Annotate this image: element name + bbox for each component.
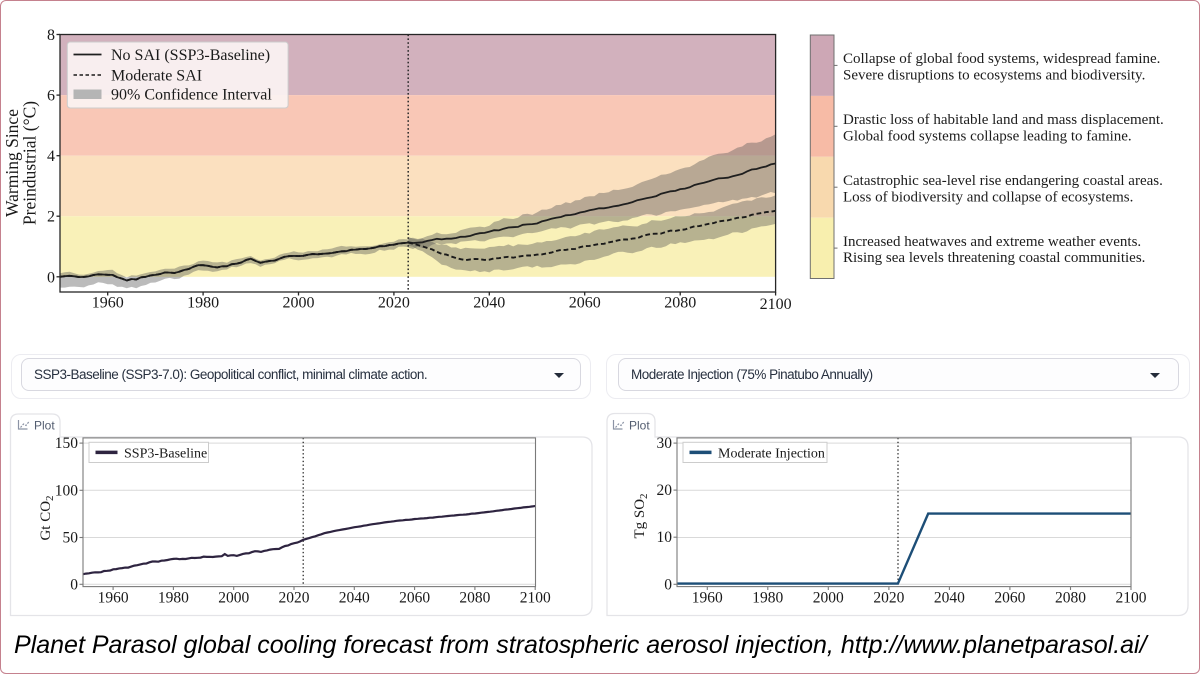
svg-text:8: 8 bbox=[47, 27, 55, 44]
svg-text:1980: 1980 bbox=[158, 590, 189, 607]
svg-text:2000: 2000 bbox=[283, 295, 315, 312]
svg-text:1960: 1960 bbox=[692, 590, 723, 607]
svg-text:Gt CO2: Gt CO2 bbox=[38, 495, 56, 540]
svg-text:2080: 2080 bbox=[1055, 590, 1086, 607]
svg-text:0: 0 bbox=[47, 269, 55, 286]
svg-text:2060: 2060 bbox=[569, 295, 601, 312]
svg-text:Drastic loss of habitable land: Drastic loss of habitable land and mass … bbox=[843, 112, 1164, 128]
svg-text:2080: 2080 bbox=[459, 590, 490, 607]
svg-text:Plot: Plot bbox=[629, 419, 650, 433]
svg-text:Collapse of global food system: Collapse of global food systems, widespr… bbox=[843, 51, 1160, 67]
svg-text:Loss of biodiversity and colla: Loss of biodiversity and collapse of eco… bbox=[843, 189, 1133, 205]
svg-text:2060: 2060 bbox=[994, 590, 1025, 607]
svg-text:2080: 2080 bbox=[664, 295, 696, 312]
svg-text:1980: 1980 bbox=[752, 590, 783, 607]
svg-text:90% Confidence Interval: 90% Confidence Interval bbox=[111, 86, 272, 103]
svg-text:2100: 2100 bbox=[760, 296, 792, 313]
svg-text:0: 0 bbox=[70, 576, 78, 593]
svg-text:2020: 2020 bbox=[279, 590, 310, 607]
svg-text:30: 30 bbox=[657, 435, 673, 452]
svg-text:2000: 2000 bbox=[813, 590, 844, 607]
svg-text:Global food systems collapse l: Global food systems collapse leading to … bbox=[843, 128, 1132, 144]
svg-text:Plot: Plot bbox=[34, 419, 55, 433]
svg-text:Moderate SAI: Moderate SAI bbox=[111, 67, 202, 84]
svg-text:2: 2 bbox=[47, 209, 55, 226]
svg-text:1960: 1960 bbox=[98, 590, 129, 607]
svg-text:Warming Since: Warming Since bbox=[2, 109, 22, 217]
svg-text:2040: 2040 bbox=[934, 590, 965, 607]
svg-text:2040: 2040 bbox=[473, 295, 505, 312]
svg-text:1980: 1980 bbox=[187, 295, 219, 312]
svg-text:2060: 2060 bbox=[399, 590, 430, 607]
svg-text:20: 20 bbox=[657, 482, 673, 499]
svg-text:2100: 2100 bbox=[520, 590, 551, 607]
svg-text:Tg SO2: Tg SO2 bbox=[632, 493, 650, 538]
svg-text:2000: 2000 bbox=[218, 590, 249, 607]
svg-text:50: 50 bbox=[63, 530, 79, 547]
svg-text:4: 4 bbox=[47, 148, 55, 165]
svg-text:No SAI (SSP3-Baseline): No SAI (SSP3-Baseline) bbox=[111, 47, 270, 64]
svg-text:2040: 2040 bbox=[339, 590, 370, 607]
svg-text:100: 100 bbox=[55, 482, 79, 499]
svg-text:1960: 1960 bbox=[92, 295, 124, 312]
svg-text:2100: 2100 bbox=[1116, 590, 1147, 607]
svg-text:150: 150 bbox=[55, 435, 79, 452]
svg-text:2020: 2020 bbox=[873, 590, 904, 607]
svg-text:2020: 2020 bbox=[378, 295, 410, 312]
svg-text:10: 10 bbox=[657, 529, 673, 546]
svg-text:Moderate Injection: Moderate Injection bbox=[718, 446, 825, 461]
svg-text:6: 6 bbox=[47, 88, 55, 105]
svg-text:Severe disruptions to ecosyste: Severe disruptions to ecosystems and bio… bbox=[843, 68, 1145, 84]
svg-text:0: 0 bbox=[664, 576, 672, 593]
svg-text:Increased heatwaves and extrem: Increased heatwaves and extreme weather … bbox=[843, 234, 1141, 250]
svg-text:Preindustrial (°C): Preindustrial (°C) bbox=[20, 101, 40, 225]
svg-text:Rising sea levels threatening: Rising sea levels threatening coastal co… bbox=[843, 250, 1145, 266]
svg-text:Catastrophic sea-level rise en: Catastrophic sea-level rise endangering … bbox=[843, 173, 1163, 189]
svg-text:SSP3-Baseline: SSP3-Baseline bbox=[124, 446, 207, 461]
